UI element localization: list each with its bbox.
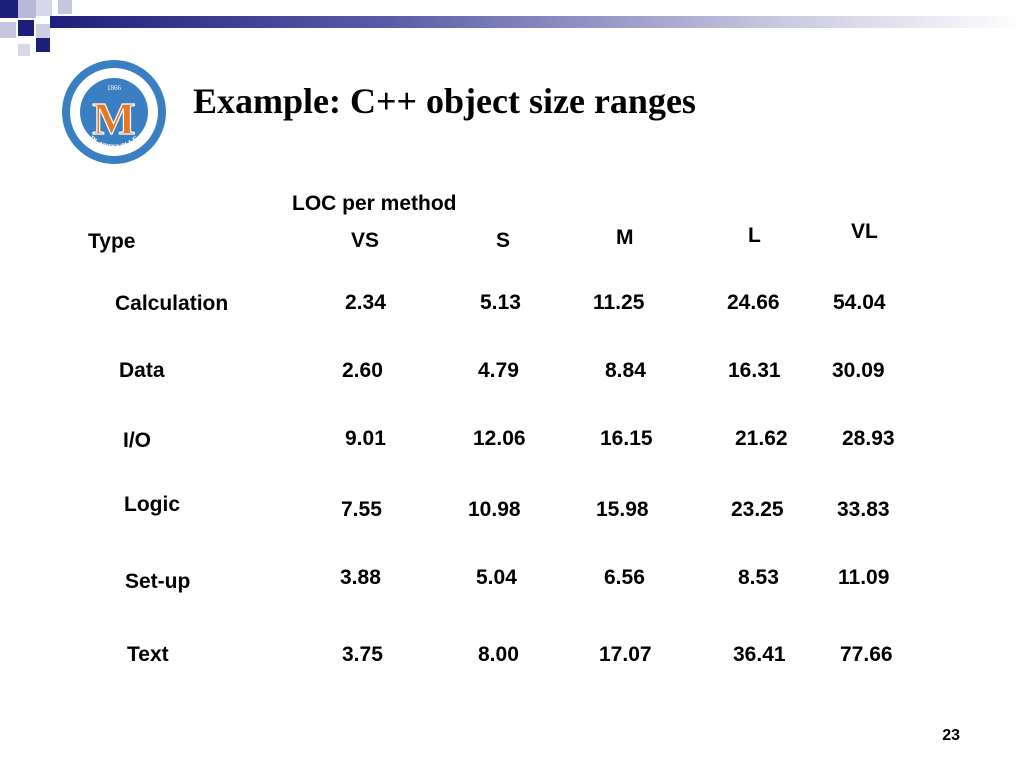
table-cell: 15.98: [596, 498, 649, 521]
logo-letter: M: [92, 93, 135, 144]
row-label: I/O: [123, 429, 152, 452]
table-cell: 2.34: [345, 291, 386, 314]
table-cell: 16.15: [600, 427, 653, 450]
table-cell: 3.75: [342, 643, 383, 666]
table-cell: 7.55: [341, 498, 382, 521]
corner-square: [18, 44, 30, 56]
corner-square: [0, 0, 18, 18]
university-logo: UNIVERSITY OF WISCONSIN PLATTEVILLE 1866…: [62, 60, 166, 164]
table-cell: 3.88: [340, 566, 381, 589]
column-header-l: L: [748, 224, 761, 247]
corner-square: [18, 0, 36, 18]
table-cell: 10.98: [468, 498, 521, 521]
slide-title: Example: C++ object size ranges: [193, 81, 696, 121]
table-cell: 8.84: [605, 359, 646, 382]
corner-square: [18, 20, 34, 36]
row-label: Data: [119, 359, 165, 382]
table-cell: 33.83: [837, 498, 890, 521]
column-header-vl: VL: [851, 220, 878, 243]
logo-center-disc: [80, 78, 148, 146]
table-cell: 5.13: [480, 291, 521, 314]
table-cell: 36.41: [733, 643, 786, 666]
table-subtitle: LOC per method: [292, 192, 457, 215]
header-gradient-bar: [50, 16, 1024, 28]
table-cell: 11.09: [838, 566, 890, 589]
table-cell: 8.00: [478, 643, 519, 666]
table-cell: 5.04: [476, 566, 517, 589]
corner-decoration: [0, 0, 1024, 80]
type-column-header: Type: [88, 230, 136, 253]
table-cell: 21.62: [735, 427, 788, 450]
table-cell: 2.60: [342, 359, 383, 382]
table-cell: 9.01: [345, 427, 386, 450]
row-label: Set-up: [125, 570, 191, 593]
corner-square: [36, 0, 52, 16]
table-cell: 4.79: [478, 359, 519, 382]
table-cell: 16.31: [728, 359, 781, 382]
corner-square: [58, 0, 72, 14]
row-label: Text: [127, 643, 169, 666]
table-cell: 23.25: [731, 498, 784, 521]
logo-year: 1866: [107, 84, 122, 92]
table-cell: 28.93: [842, 427, 895, 450]
row-label: Calculation: [115, 292, 229, 315]
table-cell: 17.07: [599, 643, 652, 666]
table-cell: 54.04: [833, 291, 886, 314]
column-header-s: S: [496, 229, 511, 252]
corner-square: [36, 24, 50, 38]
table-cell: 8.53: [738, 566, 779, 589]
table-cell: 12.06: [473, 427, 526, 450]
corner-square: [0, 22, 16, 38]
column-header-m: M: [616, 226, 634, 249]
row-label: Logic: [124, 493, 180, 516]
table-cell: 77.66: [840, 643, 893, 666]
corner-square: [36, 38, 50, 52]
table-cell: 6.56: [604, 566, 645, 589]
column-header-vs: VS: [351, 229, 380, 252]
table-cell: 30.09: [832, 359, 885, 382]
table-cell: 11.25: [593, 291, 645, 314]
table-cell: 24.66: [727, 291, 780, 314]
page-number: 23: [942, 727, 960, 744]
